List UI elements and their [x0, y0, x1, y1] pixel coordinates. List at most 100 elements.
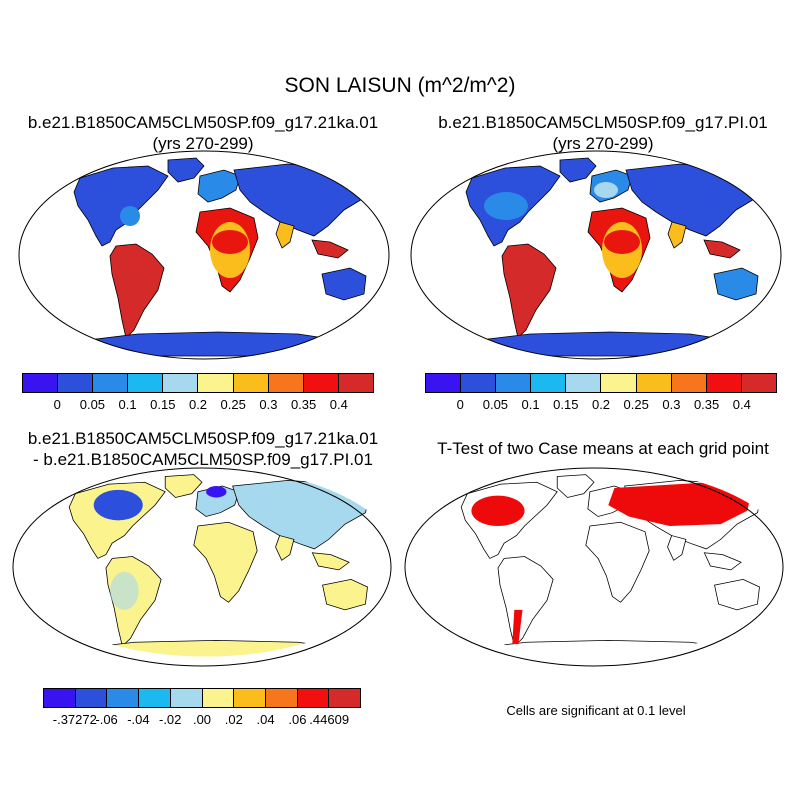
significant-north-america [471, 495, 525, 527]
landmass-australia [321, 267, 367, 301]
colorbar-tick-label: .06 [288, 712, 307, 727]
colorbar-swatch [234, 689, 266, 707]
landmass-africa [193, 521, 258, 603]
top-left-title-line2: (yrs 270-299) [152, 134, 254, 153]
colorbar-tick-label: 0.1 [521, 397, 540, 412]
colorbar-tick-label: 0.25 [220, 397, 246, 412]
north-america-south [120, 206, 140, 226]
landmass-greenland [556, 474, 595, 498]
colorbar-tick-label: 0.05 [482, 397, 509, 412]
landmass-australia [713, 267, 759, 301]
landmass-seAsia [311, 239, 349, 259]
colorbar-difference [43, 688, 361, 708]
colorbar-tick-label: 0.3 [259, 397, 278, 412]
significant-patagonia [512, 609, 523, 645]
colorbar-difference-labels: -.37272 -.06 -.04 -.02 .00 .02 .04 .06.44609 [43, 712, 361, 730]
colorbar-swatch [202, 689, 235, 707]
map-land-layer [460, 474, 762, 657]
colorbar-tick-label: .02 [224, 712, 243, 727]
colorbar-swatch [58, 374, 94, 392]
landmass-greenland [167, 157, 205, 183]
bottom-right-title: T-Test of two Case means at each grid po… [437, 439, 769, 458]
colorbar-tick-label: 0.2 [188, 397, 208, 412]
colorbar-swatch [303, 374, 339, 392]
landmass-southAmerica [501, 243, 557, 339]
colorbar-tick-label: 0.15 [553, 397, 579, 412]
map-21ka [18, 150, 390, 360]
colorbar-tick-label: 0.1 [118, 397, 137, 412]
top-right-title-line1: b.e21.B1850CAM5CLM50SP.f09_g17.PI.01 [438, 113, 768, 132]
landmass-australia [322, 578, 368, 611]
significant-eurasia [608, 482, 752, 527]
top-right-title-line2: (yrs 270-299) [552, 134, 654, 153]
colorbar-swatch [338, 374, 373, 392]
landmass-seAsia [311, 552, 350, 571]
top-left-title: b.e21.B1850CAM5CLM50SP.f09_g17.21ka.01 (… [0, 112, 406, 154]
colorbar-swatch [496, 374, 532, 392]
colorbar-swatch [163, 374, 199, 392]
colorbar-swatch [671, 374, 707, 392]
south-america-mixed [110, 571, 139, 610]
landmass-australia [714, 578, 760, 611]
colorbar-pi [425, 373, 777, 393]
colorbar-swatch [128, 374, 164, 392]
colorbar-swatch [426, 374, 462, 392]
colorbar-swatch [268, 374, 304, 392]
map-land-layer [73, 157, 369, 357]
landmass-africa [585, 521, 650, 603]
colorbar-tick-label: 0.35 [290, 397, 317, 412]
colorbar-tick-label: .04 [256, 712, 275, 727]
colorbar-21ka-labels: 0 0.05 0.1 0.15 0.2 0.25 0.3 0.35 0.4 [22, 397, 374, 415]
bottom-left-title-line1: b.e21.B1850CAM5CLM50SP.f09_g17.21ka.01 [27, 429, 379, 448]
colorbar-tick-label: 0.15 [150, 397, 176, 412]
colorbar-swatch [170, 689, 203, 707]
africa-rainforest [604, 230, 640, 254]
colorbar-tick-label: 0.4 [329, 397, 348, 412]
top-right-title: b.e21.B1850CAM5CLM50SP.f09_g17.PI.01 (yr… [406, 112, 800, 154]
colorbar-swatch [107, 689, 140, 707]
map-frame [12, 467, 392, 667]
colorbar-swatch [741, 374, 776, 392]
colorbar-tick-label: -.04 [127, 712, 150, 727]
north-america-mid [484, 192, 528, 220]
colorbar-swatch [139, 689, 171, 707]
colorbar-tick-label: .44609 [309, 712, 350, 727]
bottom-left-title: b.e21.B1850CAM5CLM50SP.f09_g17.21ka.01 -… [0, 428, 406, 470]
colorbar-swatch [636, 374, 672, 392]
colorbar-tick-label: -.06 [95, 712, 118, 727]
landmass-northAmerica [73, 165, 169, 247]
landmass-greenland [164, 474, 203, 498]
colorbar-swatch [706, 374, 742, 392]
landmass-india [667, 535, 687, 561]
colorbar-tick-label: .00 [192, 712, 212, 727]
colorbar-tick-label: 0.3 [662, 397, 681, 412]
map-land-layer [465, 157, 761, 357]
colorbar-tick-label: 0.35 [693, 397, 720, 412]
significance-note: Cells are significant at 0.1 level [506, 703, 686, 718]
colorbar-tick-label: 0.4 [732, 397, 751, 412]
colorbar-swatch [461, 374, 497, 392]
landmass-india [275, 221, 295, 249]
colorbar-swatch [329, 689, 361, 707]
colorbar-tick-label: 0.25 [623, 397, 649, 412]
colorbar-tick-label: 0 [456, 397, 464, 412]
landmass-southAmerica [109, 243, 165, 339]
colorbar-tick-label: 0.2 [591, 397, 611, 412]
map-frame [410, 150, 782, 360]
landmass-india [667, 221, 687, 249]
landmass-seAsia [703, 552, 742, 571]
landmass-europe [195, 485, 240, 517]
colorbar-swatch [93, 374, 129, 392]
colorbar-tick-label: -.02 [158, 712, 182, 727]
colorbar-tick-label: -.37272 [52, 712, 97, 727]
map-frame [404, 467, 784, 667]
colorbar-swatch [75, 689, 108, 707]
colorbar-swatch [265, 689, 298, 707]
colorbar-swatch [198, 374, 234, 392]
landmass-seAsia [703, 239, 741, 259]
landmass-southAmerica [497, 556, 554, 647]
africa-rainforest [212, 230, 248, 254]
map-ttest [404, 467, 784, 667]
landmass-india [275, 535, 295, 561]
top-left-title-line1: b.e21.B1850CAM5CLM50SP.f09_g17.21ka.01 [27, 113, 379, 132]
